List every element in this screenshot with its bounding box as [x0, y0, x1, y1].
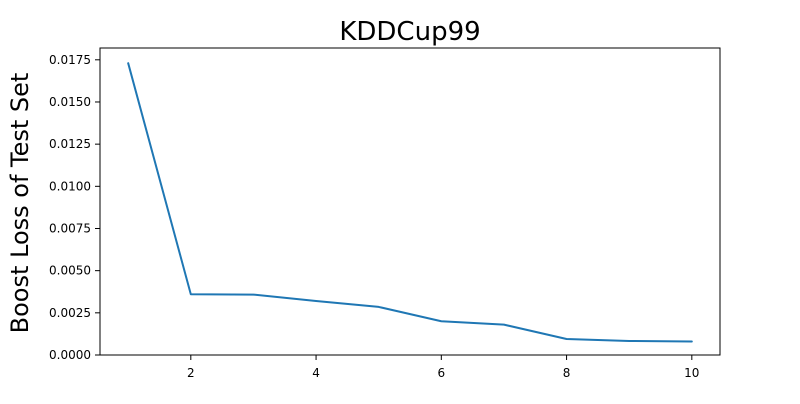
plot-area — [127, 62, 693, 343]
y-tick-label: 0.0150 — [49, 95, 91, 109]
chart-title: KDDCup99 — [339, 17, 480, 47]
x-tick-label: 4 — [312, 366, 320, 380]
y-tick-label: 0.0050 — [49, 264, 91, 278]
x-tick-label: 10 — [684, 366, 699, 380]
y-tick-label: 0.0175 — [49, 53, 91, 67]
y-tick-label: 0.0075 — [49, 221, 91, 235]
y-axis-title: Boost Loss of Test Set — [6, 73, 34, 334]
x-tick-label: 8 — [563, 366, 571, 380]
y-tick-label: 0.0000 — [49, 348, 91, 362]
x-tick-label: 2 — [187, 366, 195, 380]
y-tick-label: 0.0100 — [49, 179, 91, 193]
y-tick-label: 0.0025 — [49, 306, 91, 320]
series-line — [127, 62, 693, 343]
axes-frame — [99, 47, 721, 356]
x-axis: 2 4 6 8 10 — [187, 355, 699, 380]
y-tick-label: 0.0125 — [49, 137, 91, 151]
x-tick-label: 6 — [437, 366, 445, 380]
y-axis: 0.0000 0.0025 0.0050 0.0075 0.0100 0.0125 0.01… — [49, 53, 100, 362]
